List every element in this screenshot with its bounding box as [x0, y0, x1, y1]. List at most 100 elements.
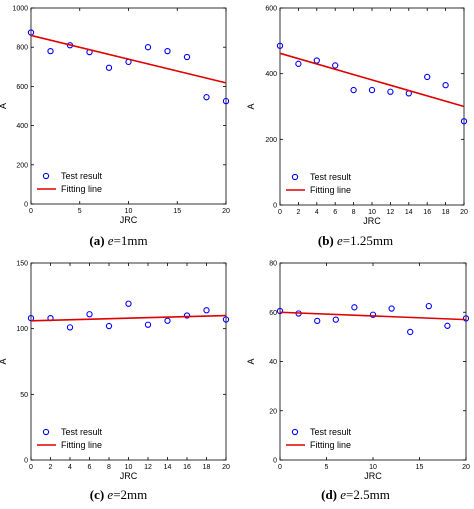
data-point [313, 57, 320, 64]
data-point [350, 86, 357, 94]
data-point [276, 42, 284, 49]
x-axis-label: JRC [120, 215, 138, 225]
caption-a: (a) e=1mm [0, 233, 237, 249]
caption-letter: (b) [317, 233, 334, 248]
x-tick-label: 12 [144, 464, 152, 471]
caption-letter: (d) [321, 487, 338, 502]
data-point [105, 64, 113, 71]
legend-label-fitting-line: Fitting line [310, 185, 351, 195]
x-tick-label: 10 [125, 208, 133, 215]
y-tick-label: 100 [16, 326, 28, 333]
legend-label-fitting-line: Fitting line [61, 440, 102, 450]
data-point [66, 324, 74, 331]
chart-panel-a: 0510152002004006008001000JRCATest result… [0, 6, 230, 226]
x-tick-label: 6 [333, 209, 337, 216]
data-point [369, 311, 377, 318]
caption-value: =1mm [113, 233, 148, 248]
caption-letter: (c) [89, 487, 105, 502]
fitting-line [30, 34, 227, 84]
data-point [222, 316, 230, 323]
caption-variable: e [340, 487, 347, 502]
y-tick-label: 600 [265, 6, 277, 13]
legend-label-test-result: Test result [310, 427, 352, 437]
data-point [388, 305, 395, 312]
x-tick-label: 20 [462, 464, 470, 471]
y-tick-label: 0 [273, 203, 277, 210]
x-tick-label: 10 [125, 464, 133, 471]
data-point [105, 322, 113, 330]
x-tick-label: 15 [173, 208, 181, 215]
y-tick-label: 400 [16, 123, 28, 130]
data-point [442, 82, 449, 89]
data-point [407, 328, 414, 336]
caption-variable: e [337, 233, 343, 248]
y-tick-label: 0 [24, 202, 28, 209]
data-point [47, 47, 54, 55]
caption-c: (c) e=2mm [0, 487, 237, 503]
x-tick-label: 20 [460, 209, 468, 216]
x-tick-label: 18 [203, 464, 211, 471]
data-point [276, 307, 284, 315]
data-point [462, 315, 470, 322]
x-tick-label: 10 [369, 464, 377, 471]
x-tick-label: 2 [49, 464, 53, 471]
legend-label-test-result: Test result [310, 172, 352, 182]
y-tick-label: 50 [20, 392, 28, 399]
x-tick-label: 5 [78, 208, 82, 215]
data-point [368, 86, 376, 94]
legend-marker-points [42, 172, 50, 180]
y-tick-label: 0 [273, 458, 277, 465]
data-point [460, 118, 468, 125]
legend-label-test-result: Test result [61, 171, 103, 181]
x-tick-label: 2 [296, 209, 300, 216]
x-tick-label: 16 [423, 209, 431, 216]
x-axis-label: JRC [364, 471, 382, 480]
data-point [144, 321, 152, 328]
y-axis-label: A [246, 103, 256, 109]
x-tick-label: 8 [352, 209, 356, 216]
data-point [183, 312, 191, 319]
x-tick-label: 14 [405, 209, 413, 216]
data-point [86, 311, 93, 318]
fitting-line [279, 311, 467, 321]
y-tick-label: 60 [269, 310, 277, 317]
fitting-line [30, 314, 227, 322]
fitting-line [279, 52, 465, 108]
caption-letter: (a) [89, 233, 105, 248]
chart-panel-d: 0 5 10 15 20 0 20 40 60 80 JRC A Test result Fitting … [246, 261, 470, 481]
x-tick-label: 15 [416, 464, 424, 471]
caption-d: (d) e=2.5mm [237, 487, 474, 503]
x-tick-label: 14 [164, 464, 172, 471]
data-point [164, 47, 171, 55]
caption-value: =2mm [113, 487, 148, 502]
x-tick-label: 4 [68, 464, 72, 471]
caption-value: =1.25mm [342, 233, 394, 248]
y-axis-label: A [0, 103, 8, 109]
x-tick-label: 16 [183, 464, 191, 471]
caption-b: (b) e=1.25mm [237, 233, 474, 249]
data-point [203, 94, 210, 101]
y-tick-label: 200 [16, 162, 28, 169]
y-tick-label: 800 [16, 45, 28, 52]
x-tick-label: 20 [222, 464, 230, 471]
x-tick-label: 0 [278, 464, 282, 471]
legend-label-fitting-line: Fitting line [310, 440, 351, 450]
data-point [203, 307, 210, 314]
data-point [183, 53, 191, 61]
y-tick-label: 20 [269, 408, 277, 415]
y-axis-label: A [0, 358, 8, 364]
legend-marker-points [291, 173, 299, 181]
x-tick-label: 8 [107, 464, 111, 471]
x-axis-label: JRC [120, 471, 138, 480]
data-point [424, 73, 431, 81]
data-point [295, 60, 302, 67]
x-axis-label: JRC [363, 216, 381, 225]
x-tick-label: 6 [88, 464, 92, 471]
y-tick-label: 1000 [12, 6, 28, 13]
y-tick-label: 150 [16, 261, 28, 268]
y-axis-label: A [246, 358, 256, 364]
legend-label-test-result: Test result [61, 427, 103, 437]
caption-value: =2.5mm [346, 487, 390, 502]
